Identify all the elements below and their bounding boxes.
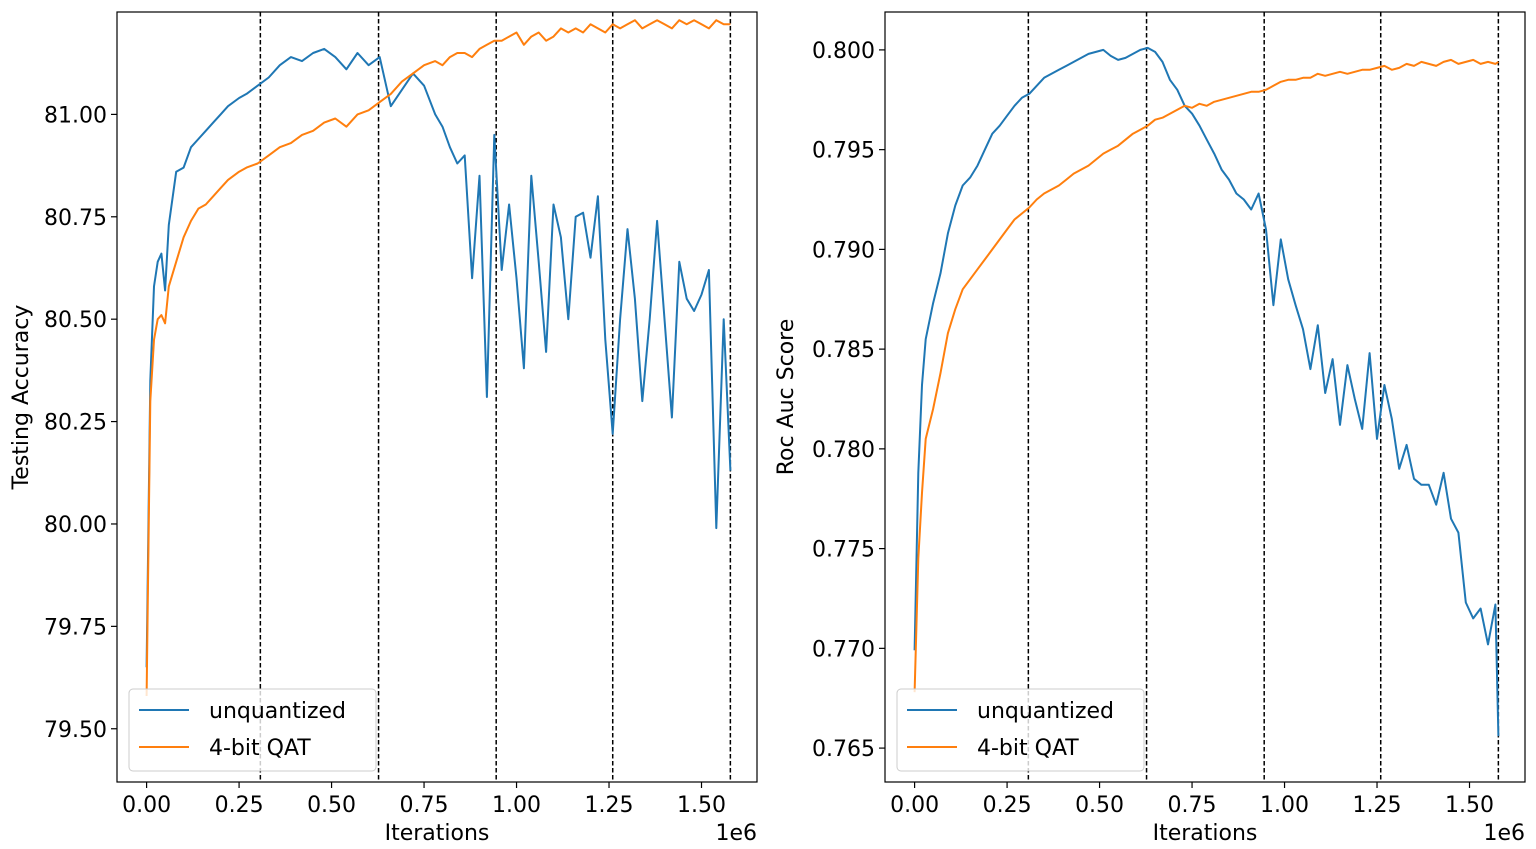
plot-area [913,46,1500,737]
y-tick-label: 80.00 [44,513,107,538]
y-tick-label: 0.795 [812,139,875,164]
y-tick-label: 80.75 [44,206,107,231]
y-tick-label: 0.780 [812,438,875,463]
series-line-4-bit-qat [145,19,731,697]
x-tick-label: 0.25 [215,793,264,818]
legend-box [896,688,1145,772]
x-offset-text: 1e6 [1483,821,1525,846]
legend: unquantized 4-bit QAT [896,688,1145,772]
y-tick-label: 0.775 [812,538,875,563]
legend-label: 4-bit QAT [977,736,1079,761]
series-line-4-bit-qat [913,58,1499,693]
x-tick-label: 0.00 [122,793,171,818]
x-tick-label: 1.25 [1353,793,1402,818]
y-axis-label: Roc Auc Score [774,319,799,476]
x-axis-label: Iterations [385,821,490,846]
x-tick-label: 0.75 [400,793,449,818]
legend: unquantized 4-bit QAT [128,688,377,772]
x-tick-label: 1.50 [677,793,726,818]
legend-label: unquantized [209,699,346,724]
y-tick-label: 0.765 [812,737,875,762]
x-tick-label: 0.50 [307,793,356,818]
legend-box [128,688,377,772]
x-tick-label: 0.00 [890,793,939,818]
y-tick-label: 0.785 [812,338,875,363]
x-axis-label: Iterations [1153,821,1258,846]
x-offset-text: 1e6 [715,821,757,846]
y-tick-label: 0.800 [812,39,875,64]
series-line-unquantized [145,47,732,668]
legend-label: unquantized [977,699,1114,724]
x-tick-label: 1.25 [585,793,634,818]
axes-frame [884,11,1526,783]
x-tick-label: 1.00 [1260,793,1309,818]
x-tick-label: 1.00 [492,793,541,818]
axes-frame [116,11,758,783]
legend-label: 4-bit QAT [209,736,311,761]
x-tick-label: 1.50 [1445,793,1494,818]
y-tick-label: 79.50 [44,718,107,743]
x-tick-label: 0.75 [1168,793,1217,818]
y-tick-label: 80.50 [44,308,107,333]
y-tick-label: 79.75 [44,615,107,640]
x-tick-label: 0.50 [1075,793,1124,818]
chart-testing-accuracy: 0.00 0.25 0.50 0.75 1.00 1.25 1.50 79.50 79.75 80… [9,11,758,846]
x-tick-label: 0.25 [983,793,1032,818]
y-tick-label: 0.790 [812,238,875,263]
y-tick-label: 0.770 [812,637,875,662]
plot-area [145,19,732,697]
y-tick-label: 81.00 [44,103,107,128]
chart-roc-auc: 0.00 0.25 0.50 0.75 1.00 1.25 1.50 0.765 0.770 0.… [774,11,1526,846]
y-tick-label: 80.25 [44,411,107,436]
series-line-unquantized [913,46,1500,737]
y-axis-label: Testing Accuracy [9,305,34,491]
